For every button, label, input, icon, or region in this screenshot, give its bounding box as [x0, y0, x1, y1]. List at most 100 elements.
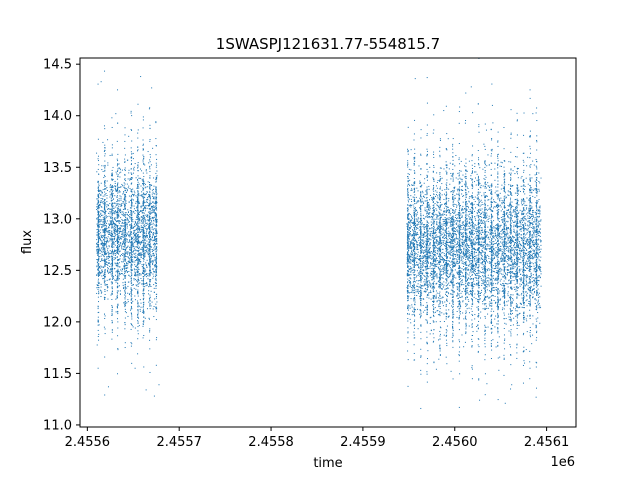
data-point: [126, 246, 128, 248]
data-point: [154, 212, 156, 214]
data-point: [418, 259, 420, 261]
data-point: [485, 216, 487, 218]
data-point: [531, 266, 533, 268]
data-point: [122, 284, 124, 286]
data-point: [114, 241, 116, 243]
data-point: [150, 184, 152, 186]
data-point: [139, 236, 141, 238]
data-point: [467, 253, 469, 255]
data-point: [422, 217, 424, 219]
data-point: [140, 205, 142, 207]
data-point: [421, 261, 423, 263]
data-point: [109, 223, 111, 225]
data-point: [489, 296, 491, 298]
data-point: [507, 266, 509, 268]
data-point: [138, 253, 140, 255]
data-point: [153, 253, 155, 255]
data-point: [473, 203, 475, 205]
data-point: [525, 279, 527, 281]
data-point: [118, 210, 120, 211]
data-point: [525, 291, 527, 293]
data-point: [424, 223, 426, 225]
data-point: [505, 266, 507, 268]
data-point: [451, 251, 453, 253]
data-point: [106, 222, 108, 224]
data-point: [536, 250, 538, 252]
data-point: [472, 279, 474, 281]
data-point: [102, 189, 104, 191]
data-point: [498, 233, 500, 235]
data-point: [102, 202, 104, 204]
data-point: [106, 197, 108, 199]
data-point: [495, 204, 497, 206]
data-point: [469, 278, 471, 280]
data-point: [427, 284, 429, 286]
data-point: [144, 283, 146, 285]
data-point: [154, 265, 156, 267]
data-point: [462, 205, 464, 207]
data-point: [118, 278, 120, 280]
data-point: [459, 181, 461, 183]
data-point: [133, 287, 135, 289]
data-point: [512, 302, 514, 304]
data-point: [479, 167, 481, 169]
data-point: [421, 249, 423, 251]
data-point: [517, 177, 519, 179]
data-point: [150, 219, 152, 221]
data-point: [436, 277, 438, 279]
data-point: [154, 245, 156, 247]
data-point: [413, 287, 415, 289]
data-point: [422, 270, 424, 272]
data-point: [410, 274, 412, 276]
data-point: [454, 269, 456, 271]
data-point: [475, 207, 477, 209]
data-point: [132, 233, 134, 235]
data-point: [107, 162, 109, 164]
data-point: [416, 225, 418, 227]
data-point: [144, 210, 146, 212]
data-point: [478, 244, 480, 246]
data-point: [466, 248, 468, 250]
data-point: [102, 278, 104, 280]
data-point: [527, 212, 529, 214]
data-point: [492, 248, 494, 250]
data-point: [537, 239, 539, 241]
data-point: [496, 227, 498, 229]
data-point: [507, 258, 509, 260]
data-point: [427, 286, 429, 288]
data-point: [408, 239, 410, 241]
data-point: [477, 210, 479, 212]
data-point: [144, 183, 146, 185]
data-point: [526, 238, 528, 240]
data-point: [416, 248, 418, 250]
data-point: [481, 272, 483, 274]
data-point: [424, 256, 426, 258]
data-point: [434, 260, 436, 262]
data-point: [113, 233, 115, 235]
data-point: [466, 251, 468, 253]
data-point: [479, 238, 481, 240]
data-point: [152, 277, 154, 279]
data-point: [148, 227, 150, 229]
data-point: [129, 256, 131, 258]
data-point: [121, 268, 123, 270]
data-point: [138, 187, 140, 189]
data-point: [138, 229, 140, 231]
data-point: [140, 241, 142, 243]
data-point: [515, 269, 517, 271]
data-point: [147, 253, 149, 255]
data-point: [142, 253, 144, 255]
data-point: [138, 219, 140, 221]
data-point: [525, 349, 527, 351]
data-point: [431, 251, 433, 253]
data-point: [131, 242, 133, 244]
data-point: [459, 228, 461, 230]
data-point: [414, 240, 416, 242]
data-point: [127, 285, 129, 287]
data-point: [487, 199, 489, 201]
data-point: [480, 277, 482, 279]
data-point: [128, 257, 130, 259]
data-point: [118, 247, 120, 249]
data-point: [127, 241, 129, 243]
data-point: [133, 168, 135, 170]
